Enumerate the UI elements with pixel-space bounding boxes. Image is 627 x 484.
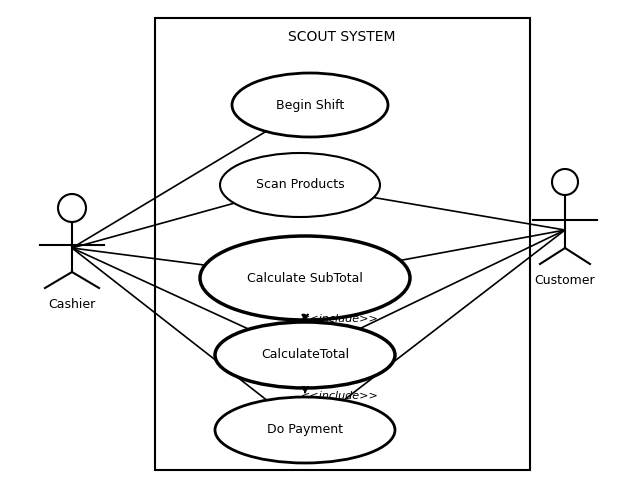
Text: SCOUT SYSTEM: SCOUT SYSTEM	[288, 30, 396, 44]
Text: <<include>>: <<include>>	[301, 391, 379, 401]
Ellipse shape	[215, 322, 395, 388]
Text: Calculate SubTotal: Calculate SubTotal	[247, 272, 363, 285]
Text: Begin Shift: Begin Shift	[276, 99, 344, 111]
Text: Do Payment: Do Payment	[267, 424, 343, 437]
Ellipse shape	[200, 236, 410, 320]
Ellipse shape	[215, 397, 395, 463]
FancyBboxPatch shape	[155, 18, 530, 470]
Text: Cashier: Cashier	[48, 298, 96, 311]
Text: Customer: Customer	[535, 274, 595, 287]
Text: CalculateTotal: CalculateTotal	[261, 348, 349, 362]
Text: Scan Products: Scan Products	[256, 179, 344, 192]
Ellipse shape	[220, 153, 380, 217]
Text: <<include>>: <<include>>	[301, 314, 379, 324]
Ellipse shape	[232, 73, 388, 137]
